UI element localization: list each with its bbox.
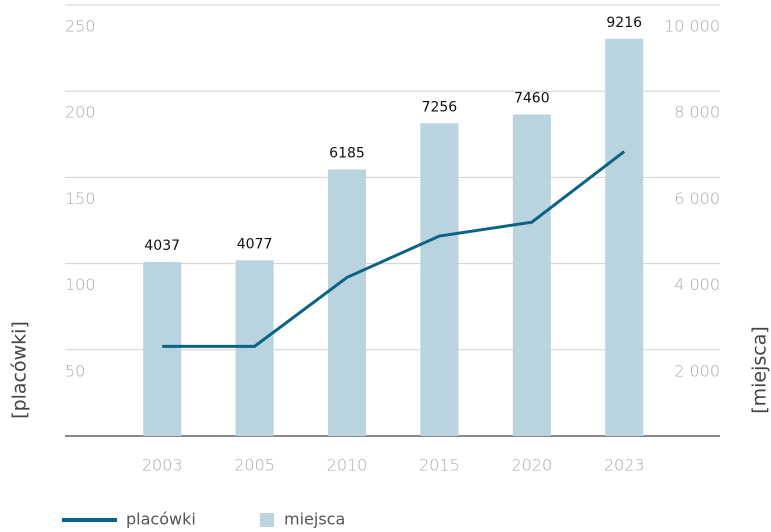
data-label: 9216: [606, 15, 642, 31]
legend-label: miejsca: [284, 510, 345, 529]
bar: [605, 38, 644, 436]
y-axis-title: [placówki]: [9, 321, 31, 419]
y2-tick-label: 10 000: [664, 17, 720, 36]
y2-tick-label: 4 000: [674, 275, 720, 294]
bar: [143, 262, 182, 436]
y-tick-label: 200: [65, 103, 96, 122]
y2-tick-label: 6 000: [674, 189, 720, 208]
legend-swatch: [260, 513, 274, 527]
x-tick-label: 2015: [419, 456, 460, 475]
x-tick-label: 2005: [234, 456, 275, 475]
data-label: 4037: [144, 238, 180, 254]
y-tick-label: 100: [65, 275, 96, 294]
x-tick-label: 2003: [142, 456, 183, 475]
line: [162, 150, 626, 348]
bar: [328, 169, 366, 436]
data-label: 7460: [514, 90, 550, 106]
y2-tick-label: 2 000: [674, 361, 720, 380]
bar: [235, 260, 274, 436]
legend-label: placówki: [126, 510, 196, 529]
y-tick-label: 50: [65, 361, 85, 380]
data-label: 6185: [329, 145, 365, 161]
y-tick-label: 250: [65, 17, 96, 36]
y2-axis-title: [miejsca]: [749, 326, 771, 414]
data-label: 4077: [237, 236, 273, 252]
x-tick-label: 2023: [604, 456, 645, 475]
x-tick-label: 2010: [327, 456, 368, 475]
y-tick-label: 150: [65, 189, 96, 208]
bar: [512, 114, 551, 436]
x-tick-label: 2020: [511, 456, 552, 475]
bar: [420, 123, 459, 436]
y2-tick-label: 8 000: [674, 103, 720, 122]
data-label: 7256: [422, 99, 458, 115]
